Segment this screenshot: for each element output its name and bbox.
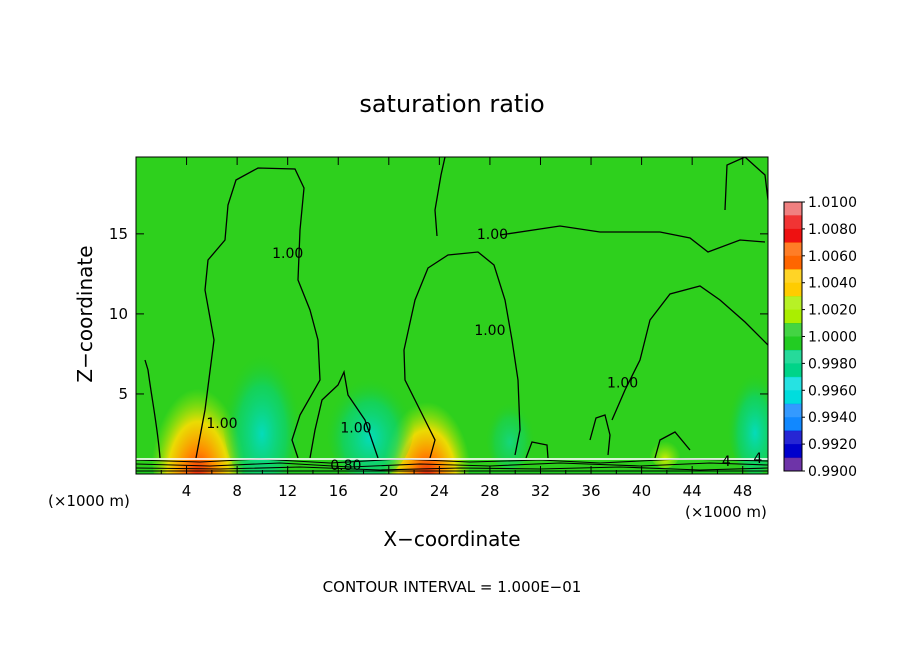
colorbar-swatch <box>784 403 802 418</box>
colorbar-swatch <box>784 363 802 378</box>
contour-label: 1.00 <box>272 246 303 262</box>
x-tick-label: 24 <box>430 482 449 500</box>
contour-label: 1.00 <box>340 421 371 437</box>
y-axis-label: Z−coordinate <box>73 245 97 382</box>
colorbar-label: 1.0020 <box>808 303 857 319</box>
colorbar-label: 0.9960 <box>808 383 857 399</box>
contour-upper-right <box>434 157 768 253</box>
x-tick-label: 36 <box>581 482 600 500</box>
colorbar-label: 1.0080 <box>808 222 857 238</box>
footer-note: CONTOUR INTERVAL = 1.000E−01 <box>323 578 582 596</box>
contour-lines <box>144 157 768 459</box>
colorbar-label: 0.9920 <box>808 437 857 453</box>
colorbar-swatch <box>784 457 802 472</box>
x-tick-label: 28 <box>480 482 499 500</box>
colorbar-swatch <box>784 309 802 324</box>
contour-label: 4 <box>722 454 731 470</box>
colorbar-swatch <box>784 376 802 391</box>
contour-label: 4 <box>753 451 762 467</box>
chart-title: saturation ratio <box>359 90 544 118</box>
surface-white-strip <box>136 458 768 460</box>
colorbar-swatch <box>784 228 802 243</box>
warm-core-1 <box>150 341 246 474</box>
contour-label: 1.00 <box>206 416 237 432</box>
colorbar-swatch <box>784 430 802 445</box>
colorbar-swatch <box>784 255 802 270</box>
colorbar-label: 0.9980 <box>808 356 857 372</box>
x-tick-label: 8 <box>232 482 242 500</box>
colorbar-swatch <box>784 323 802 337</box>
colorbar-label: 1.0000 <box>808 330 857 346</box>
x-axis: 4 8 12 16 20 24 28 32 36 40 44 48 <box>160 157 752 500</box>
x-tick-label: 20 <box>379 482 398 500</box>
colorbar-swatch <box>784 242 802 257</box>
plot-frame <box>135 156 769 475</box>
x-tick-label: 44 <box>683 482 702 500</box>
colorbar-label: 0.9900 <box>808 464 857 480</box>
colorbar-label: 1.0040 <box>808 276 857 292</box>
contour-mid-bump <box>309 369 379 459</box>
colorbar-swatch <box>784 417 802 432</box>
colorbar-label: 0.9940 <box>808 410 857 426</box>
surface-contours <box>136 458 768 472</box>
x-tick-label: 48 <box>733 482 752 500</box>
x-tick-label: 4 <box>182 482 192 500</box>
colorbar-swatch <box>784 215 802 230</box>
y-tick-label: 10 <box>109 305 128 323</box>
colorbar-swatch <box>784 336 802 351</box>
contour-label: 1.00 <box>607 376 638 392</box>
colorbar-label: 1.0100 <box>808 195 857 211</box>
x-tick-label: 32 <box>531 482 550 500</box>
colorbar-swatch <box>784 444 802 459</box>
colorbar-swatch <box>784 282 802 297</box>
cool-region-1 <box>222 330 302 474</box>
x-tick-label: 12 <box>278 482 297 500</box>
colorbar-swatch <box>784 269 802 284</box>
x-unit-left: (×1000 m) <box>48 492 130 510</box>
colorbar-swatch <box>784 296 802 311</box>
contour-left-tower <box>144 167 321 459</box>
contour-right-dome <box>611 285 768 421</box>
x-tick-label: 40 <box>632 482 651 500</box>
contour-right-small <box>525 414 691 459</box>
colorbar-swatch <box>784 390 802 405</box>
y-tick-label: 5 <box>118 385 128 403</box>
colorbar-label: 1.0060 <box>808 249 857 265</box>
contour-label: 0.80 <box>330 458 361 474</box>
x-unit-right: (×1000 m) <box>685 503 767 521</box>
colorbar-swatch <box>784 202 802 216</box>
x-tick-label: 16 <box>329 482 348 500</box>
colorbar: 1.0100 1.0080 1.0060 1.0040 1.0020 1.0000 0.99… <box>783 195 857 480</box>
colorbar-swatch <box>784 349 802 364</box>
x-axis-label: X−coordinate <box>383 527 520 551</box>
y-axis: 5 10 15 <box>109 225 768 403</box>
cool-region-4 <box>485 390 535 470</box>
contour-center-dome <box>403 251 521 459</box>
contour-label: 1.00 <box>477 227 508 243</box>
y-tick-label: 15 <box>109 225 128 243</box>
plot-area: 1.00 1.00 1.00 1.00 1.00 1.00 0.80 4 4 <box>136 157 768 474</box>
contour-labels: 1.00 1.00 1.00 1.00 1.00 1.00 0.80 4 4 <box>206 227 762 474</box>
cool-region-3 <box>727 355 768 474</box>
contour-label: 1.00 <box>474 323 505 339</box>
